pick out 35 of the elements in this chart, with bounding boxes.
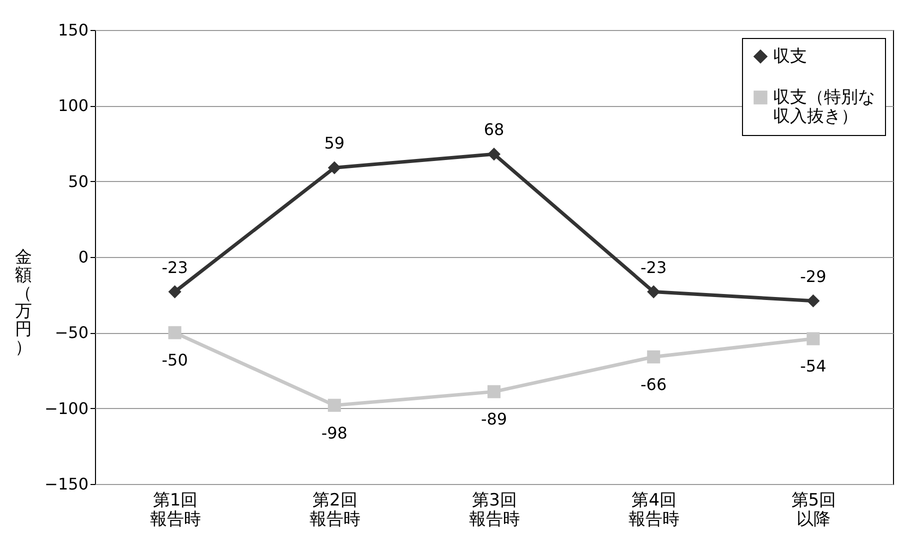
y-tick-label: 100 [58, 96, 88, 116]
y-tick-label: −150 [44, 474, 88, 494]
point [647, 350, 660, 364]
y-tick-label: −50 [54, 323, 88, 342]
x-tick-label: 第3回報告時 [469, 490, 520, 530]
data-label: 68 [484, 120, 504, 140]
data-label: -66 [640, 374, 667, 394]
point [328, 398, 341, 412]
data-label: -54 [800, 356, 826, 376]
y-tick-label: −100 [44, 398, 88, 418]
data-label: -89 [480, 410, 508, 429]
point [487, 148, 501, 161]
point [487, 385, 501, 398]
x-tick-label: 第2回報告時 [309, 490, 360, 530]
y-tick-label: 150 [58, 20, 88, 40]
point [806, 294, 820, 308]
legend-label: 収支（特別な収入抜き） [773, 88, 875, 126]
point [806, 332, 820, 346]
x-tick-label: 第1回報告時 [150, 490, 201, 530]
point [328, 161, 341, 174]
legend-label: 収支 [773, 46, 807, 66]
y-tick-label: 50 [68, 172, 88, 191]
data-label: 59 [324, 134, 345, 153]
point [168, 285, 182, 298]
x-tick-label: 第5回以降 [791, 490, 836, 530]
point [647, 285, 660, 298]
data-label: -98 [321, 423, 348, 442]
data-label: -23 [640, 258, 667, 277]
data-label: -23 [162, 258, 188, 277]
y-tick-label: 0 [78, 248, 88, 266]
y-axis-title: 金額（万円） [15, 248, 32, 358]
data-label: -29 [800, 266, 826, 286]
x-tick-label: 第4回報告時 [628, 490, 680, 530]
point [168, 326, 182, 340]
data-label: -50 [162, 350, 188, 370]
